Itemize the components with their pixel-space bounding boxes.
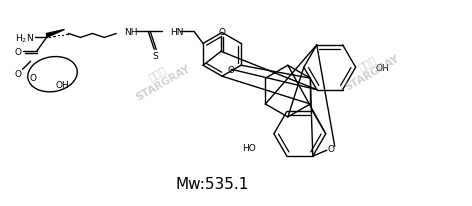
- Text: 星戈瑞
STARGRAY: 星戈瑞 STARGRAY: [338, 43, 401, 92]
- Polygon shape: [47, 30, 65, 38]
- Text: O: O: [29, 73, 36, 82]
- Text: 星戈瑞
STARGRAY: 星戈瑞 STARGRAY: [128, 53, 192, 102]
- Text: OH: OH: [376, 63, 389, 72]
- Text: O: O: [228, 66, 235, 74]
- Text: S: S: [152, 52, 158, 61]
- Text: O: O: [14, 69, 21, 78]
- Text: O: O: [14, 48, 21, 57]
- Text: O: O: [327, 144, 334, 153]
- Text: Mw:535.1: Mw:535.1: [175, 176, 249, 191]
- Text: O: O: [219, 28, 226, 37]
- Text: HN: HN: [170, 28, 184, 37]
- Text: HO: HO: [242, 144, 256, 152]
- Text: H$_2$N: H$_2$N: [15, 32, 34, 44]
- Text: OH: OH: [56, 80, 69, 89]
- Text: NH: NH: [124, 28, 138, 37]
